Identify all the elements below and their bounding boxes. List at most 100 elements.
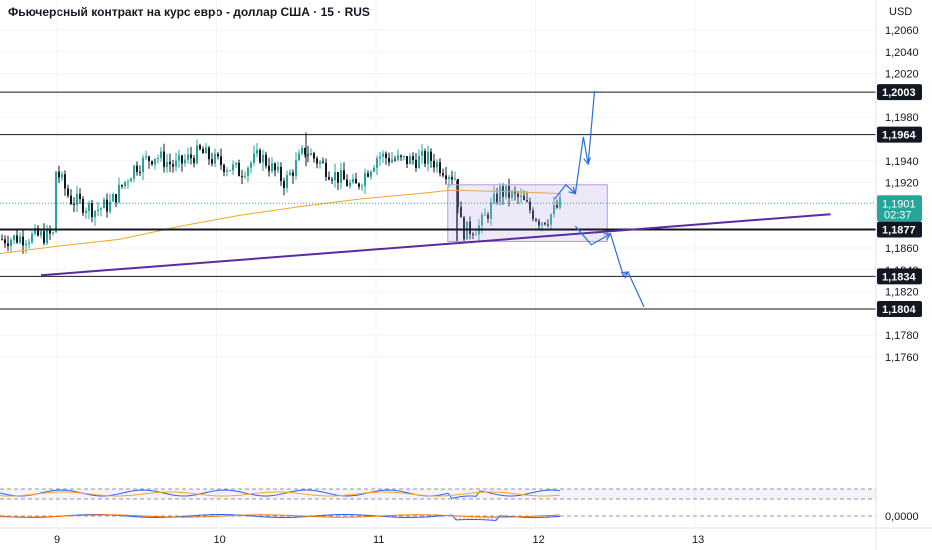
x-tick-label: 12	[533, 534, 545, 546]
candle-body	[526, 200, 528, 202]
candle-body	[127, 181, 129, 183]
candle-body	[4, 239, 6, 244]
candle-body	[61, 174, 63, 178]
chart-title: Фьючерсный контракт на курс евро - долла…	[8, 5, 370, 19]
candle-body	[370, 171, 372, 177]
candle-body	[556, 205, 558, 208]
candle-body	[460, 206, 462, 218]
candle-body	[304, 148, 306, 155]
x-tick-label: 13	[692, 534, 704, 546]
projection-bearish	[574, 225, 645, 308]
candle-body	[247, 167, 249, 176]
candle-body	[415, 159, 417, 169]
candle-body	[124, 181, 126, 187]
arrowhead	[603, 233, 612, 241]
candle-body	[196, 145, 198, 164]
currency-label: USD	[889, 6, 913, 18]
candle-body	[280, 166, 282, 182]
candle-body	[175, 160, 177, 167]
candle-body	[82, 198, 84, 213]
candle-body	[394, 159, 396, 161]
candle-body	[439, 162, 441, 174]
candle-body	[346, 179, 348, 187]
candle-body	[448, 177, 450, 180]
candle-body	[553, 205, 555, 215]
arrowhead	[568, 186, 577, 195]
candle-body	[256, 150, 258, 154]
candle-body	[190, 154, 192, 159]
candle-body	[58, 171, 60, 178]
level-price-tag	[877, 84, 922, 101]
candle-body	[145, 156, 147, 158]
level-price-tag	[877, 221, 922, 238]
macd-signal	[0, 514, 561, 518]
candle-body	[34, 228, 36, 234]
candle-body	[43, 231, 45, 244]
candle-body	[532, 210, 534, 220]
candle-body	[172, 164, 174, 167]
candle-body	[289, 172, 291, 176]
y-tick-label: 1,1860	[885, 243, 919, 255]
trendline	[40, 213, 831, 277]
candle-body	[112, 194, 114, 202]
candle-body	[352, 178, 354, 183]
candle-body	[229, 170, 231, 172]
candle-body	[184, 159, 186, 164]
candle-body	[397, 155, 399, 160]
candle-body	[253, 153, 255, 163]
candle-body	[400, 155, 402, 157]
candle-body	[52, 232, 54, 234]
projection-bullish	[554, 90, 596, 200]
candle-body	[217, 153, 219, 157]
level-price-tag	[877, 301, 922, 318]
level-price-label: 1,1804	[882, 304, 917, 316]
level-price-label: 1,1834	[882, 271, 917, 283]
candle-body	[520, 195, 522, 198]
candle-body	[451, 177, 453, 180]
y-tick-label: 1,1980	[885, 112, 919, 124]
candle-body	[433, 160, 435, 168]
candle-body	[298, 153, 300, 161]
time-axis: 9 10 11 12 13	[54, 534, 704, 546]
candle-body	[73, 203, 75, 205]
candle-body	[364, 173, 366, 186]
candle-body	[223, 164, 225, 172]
y-tick-label: 1,1760	[885, 352, 919, 364]
candle-body	[535, 219, 537, 221]
y-tick-label: 1,2020	[885, 69, 919, 81]
candle-body	[295, 160, 297, 176]
candle-body	[118, 184, 120, 203]
candle-body	[142, 157, 144, 173]
candle-body	[331, 179, 333, 181]
candle-body	[283, 181, 285, 189]
candle-body	[409, 156, 411, 165]
candle-body	[487, 214, 489, 219]
candle-body	[523, 195, 525, 201]
candle-body	[16, 235, 18, 243]
candle-body	[64, 174, 66, 189]
y-tick-label: 1,1920	[885, 178, 919, 190]
candle-body	[13, 235, 15, 240]
x-tick-label: 9	[54, 534, 60, 546]
candle-body	[307, 154, 309, 156]
y-tick-label: 1,1780	[885, 330, 919, 342]
current-price-label: 1,1901	[882, 198, 916, 210]
candle-body	[430, 151, 432, 161]
level-price-tag	[877, 268, 922, 285]
x-tick-label: 11	[373, 534, 384, 546]
candle-body	[367, 173, 369, 177]
candle-body	[559, 197, 561, 208]
candle-body	[349, 182, 351, 187]
candle-body	[484, 214, 486, 216]
candle-body	[382, 153, 384, 157]
candle-body	[550, 214, 552, 225]
y-tick-label: 1,1820	[885, 287, 919, 299]
candle-body	[214, 153, 216, 164]
candle-body	[130, 178, 132, 182]
oscillator-panes	[0, 488, 876, 522]
candle-body	[268, 165, 270, 172]
candle-body	[418, 155, 420, 169]
candle-body	[163, 151, 165, 167]
candle-body	[1, 239, 3, 241]
